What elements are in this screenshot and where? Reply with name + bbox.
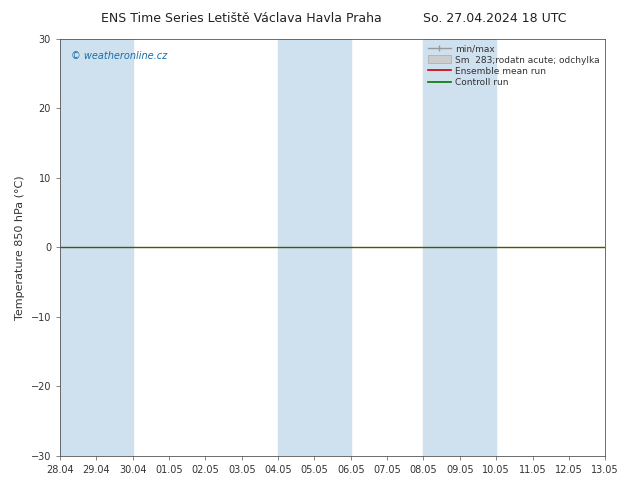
Text: So. 27.04.2024 18 UTC: So. 27.04.2024 18 UTC	[423, 12, 566, 25]
Bar	[96, 39, 133, 456]
Y-axis label: Temperature 850 hPa (°C): Temperature 850 hPa (°C)	[15, 175, 25, 319]
Legend: min/max, Sm  283;rodatn acute; odchylka, Ensemble mean run, Controll run: min/max, Sm 283;rodatn acute; odchylka, …	[425, 41, 602, 90]
Bar	[424, 39, 460, 456]
Bar	[278, 39, 314, 456]
Bar	[60, 39, 96, 456]
Text: © weatheronline.cz: © weatheronline.cz	[71, 51, 167, 61]
Bar	[314, 39, 351, 456]
Bar	[460, 39, 496, 456]
Text: ENS Time Series Letiště Václava Havla Praha: ENS Time Series Letiště Václava Havla Pr…	[101, 12, 381, 25]
